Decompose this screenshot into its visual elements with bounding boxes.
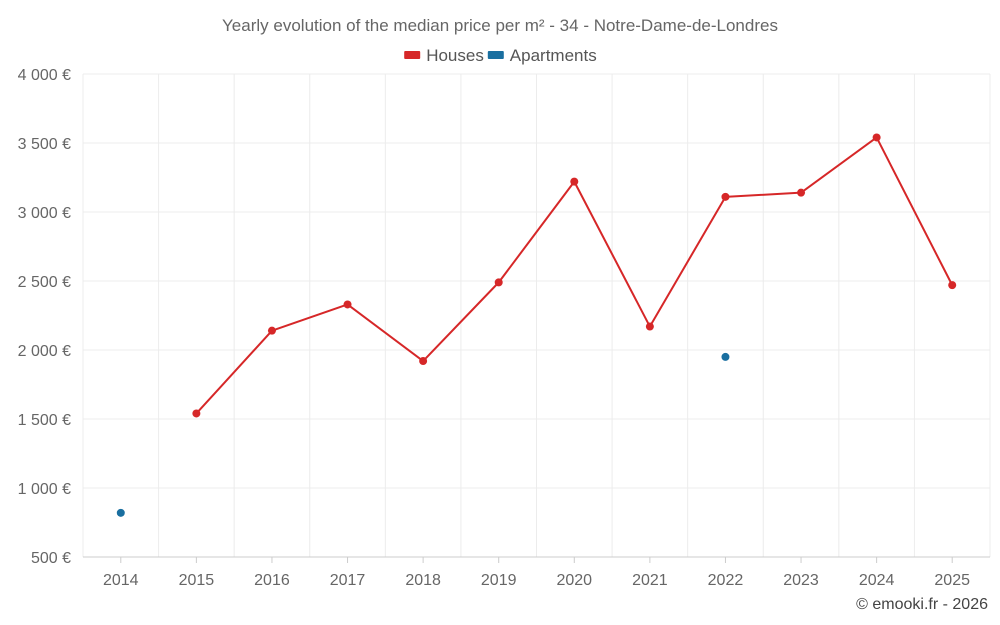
x-tick-label: 2022 [708,572,744,589]
y-tick-label: 1 500 € [18,412,71,429]
y-axis: 500 € 1 000 € 1 500 € 2 000 € 2 500 € 3 000 €… [18,67,71,567]
x-tick-label: 2025 [934,572,970,589]
apartments-point-2014[interactable] [116,508,125,517]
y-tick-label: 4 000 € [18,67,71,84]
y-tick-label: 3 500 € [18,136,71,153]
legend-item-apartments[interactable]: Apartments [487,46,597,65]
houses-point-2019[interactable] [494,278,503,287]
x-tick-label: 2017 [330,572,366,589]
houses-point-2024[interactable] [872,133,881,142]
y-tick-label: 3 000 € [18,205,71,222]
x-tick-label: 2018 [405,572,441,589]
credit-text: © emooki.fr - 2026 [856,596,988,613]
series-group [116,133,957,517]
x-tick-label: 2016 [254,572,290,589]
legend-label-houses: Houses [426,46,484,65]
chart-title: Yearly evolution of the median price per… [222,16,778,35]
houses-point-2017[interactable] [343,300,352,309]
y-tick-label: 2 500 € [18,274,71,291]
legend-swatch-houses [404,51,421,59]
y-tick-label: 1 000 € [18,481,71,498]
houses-point-2016[interactable] [267,326,276,335]
houses-point-2022[interactable] [721,192,730,201]
y-tick-label: 2 000 € [18,343,71,360]
x-tick-label: 2021 [632,572,668,589]
houses-point-2021[interactable] [645,322,654,331]
x-tick-label: 2020 [556,572,592,589]
houses-point-2023[interactable] [797,188,806,197]
legend: Houses Apartments [404,46,597,65]
grid [82,73,991,558]
x-tick-label: 2015 [179,572,215,589]
apartments-point-2022[interactable] [721,352,730,361]
houses-point-2025[interactable] [948,281,957,290]
legend-swatch-apartments [487,51,504,59]
x-tick-label: 2019 [481,572,517,589]
houses-point-2018[interactable] [419,357,428,366]
x-tick-label: 2014 [103,572,139,589]
x-axis: 2014 2015 2016 2017 2018 2019 2020 2021 2022 2023… [83,556,990,589]
houses-point-2020[interactable] [570,177,579,186]
houses-point-2015[interactable] [192,409,201,418]
legend-item-houses[interactable]: Houses [404,46,484,65]
legend-label-apartments: Apartments [510,46,597,65]
x-tick-label: 2024 [859,572,895,589]
x-tick-label: 2023 [783,572,819,589]
y-tick-label: 500 € [31,550,71,567]
